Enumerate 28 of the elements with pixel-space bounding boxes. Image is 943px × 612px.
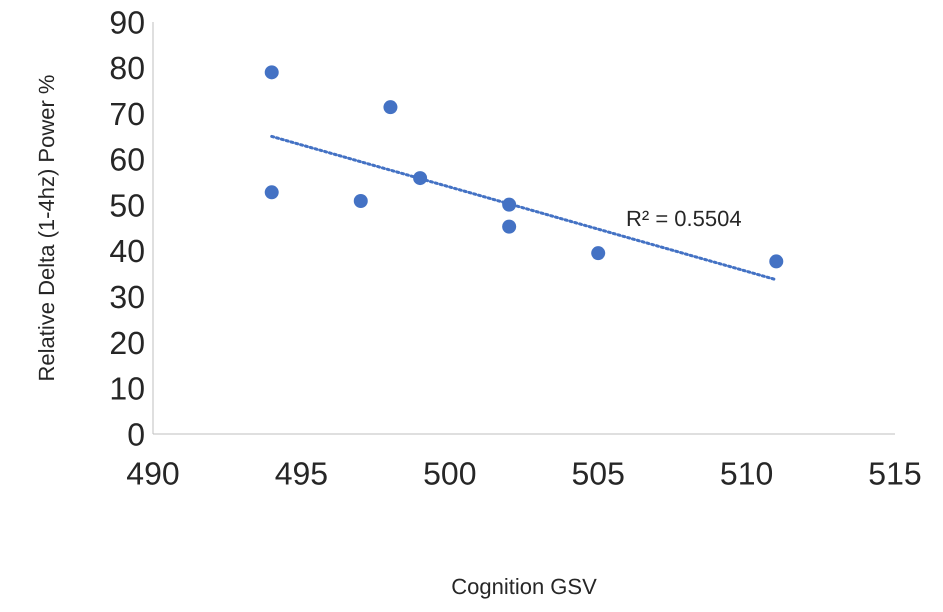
y-tick-label: 50 (109, 187, 145, 224)
x-tick-label: 490 (126, 456, 180, 492)
y-tick-label: 90 (109, 4, 145, 40)
point (769, 254, 784, 268)
y-tick-label: 30 (109, 279, 145, 316)
y-axis-title: Relative Delta (1-4hz) Power % (34, 74, 59, 382)
x-tick-label: 505 (572, 456, 625, 492)
x-axis-title: Cognition GSV (451, 574, 598, 599)
y-tick-label: 60 (109, 142, 145, 178)
x-tick-label: 515 (868, 456, 922, 492)
point (354, 194, 368, 208)
point (591, 246, 606, 260)
y-tick-label: 20 (109, 324, 145, 361)
y-tick-label: 40 (109, 233, 145, 270)
point (264, 65, 279, 80)
point (413, 171, 428, 186)
point (383, 100, 398, 114)
annotation: R² = 0.5504 (626, 206, 742, 232)
y-tick-label: 0 (127, 416, 145, 452)
y-tick-label: 70 (109, 96, 145, 132)
x-tick-label: 510 (720, 456, 774, 492)
y-tick-label: 80 (109, 50, 145, 86)
x-tick-label: 500 (423, 456, 476, 492)
point (264, 185, 279, 200)
point (502, 220, 516, 234)
point (502, 198, 516, 212)
y-tick-label: 10 (109, 370, 145, 407)
x-tick-label: 495 (274, 456, 328, 492)
